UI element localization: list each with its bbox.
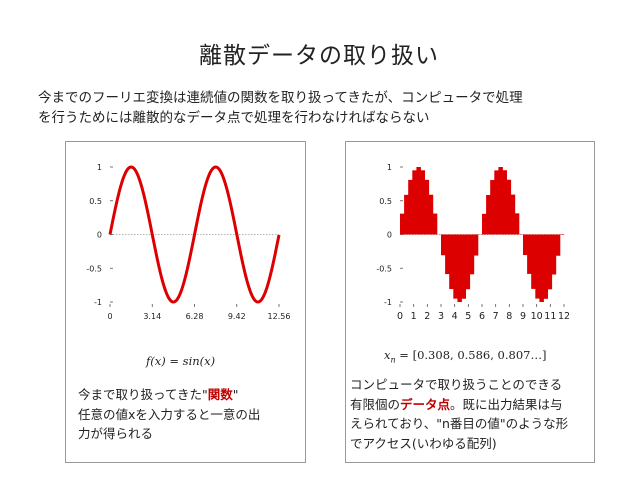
sample-bar [498,167,503,235]
sample-bar [514,213,520,235]
sample-bar [457,234,462,302]
y-tick-label: 0.5 [89,197,102,206]
sample-bar [551,234,557,275]
discrete-desc-text-b: 。既に出力結果は与 [450,396,563,412]
x-tick-label: 0 [107,312,112,321]
x-tick-label: 5 [465,311,471,322]
function-keyword: 関数 [207,387,233,402]
sample-bar [432,213,438,235]
sine-line-chart: 1 0.5 0 -0.5 -1 0 3.14 6.28 9.42 12.56 [86,163,291,321]
sample-bar [400,213,405,235]
sine-bar-chart: 10.50-0.5-10 1 2 3 4 5 6 7 8 9 10 11 12 [376,163,570,322]
sine-series-line [108,165,281,304]
sample-bar [510,194,516,235]
x-tick-label: 7 [493,311,499,322]
x-tick-label: 6 [479,311,485,322]
x-tick-label: 3.14 [143,312,161,321]
discrete-desc-line-3: えられており、"n番目の値"のような形 [350,416,569,431]
formula-variable: x [384,348,391,362]
continuous-function-panel: 1 0.5 0 -0.5 -1 0 3.14 6.28 9.42 12.56 f(x) = sin… [65,141,306,463]
x-tick-label: 9.42 [228,312,246,321]
formula-subscript: n [390,355,396,365]
x-tick-label: 0 [397,311,403,322]
sample-bar [453,234,458,299]
sample-bar [428,194,434,235]
sample-bar [531,234,536,289]
discrete-desc-text-a: 有限個の [350,396,401,412]
y-tick-label: -1 [94,298,102,307]
y-tick-label: 1 [97,163,102,172]
continuous-formula: f(x) = sin(x) [146,354,216,368]
discrete-data-panel: 1 0.5 0 -0.5 -1 0 1 2 3 4 5 6 7 8 9 10 11 12 xn = [0.308,… [345,141,595,463]
sample-bar [473,234,479,256]
sample-bar [547,234,553,290]
intro-text: 今までのフーリエ変換は連続値の関数を取り扱ってきたが、コンピュータで処理 を行う… [38,88,608,128]
discrete-description: コンピュータで取り扱うことのできる 有限個のデータ点。既に出力結果は与 えられて… [350,375,568,453]
y-tick-label: -0.5 [376,264,392,273]
sample-bar [490,180,495,235]
sample-bar [523,234,528,256]
sample-bar [445,234,450,275]
x-tick-label: 10 [531,311,543,322]
sample-bar [412,170,417,235]
sample-bar [449,234,454,290]
continuous-desc-line-3: 力が得られる [78,426,154,441]
sample-bar [486,195,491,235]
discrete-formula: xn = [0.308, 0.586, 0.807…] [384,348,546,364]
continuous-desc-line-1: 今まで取り扱ってきた"関数" [78,385,260,405]
x-tick-label: 9 [520,311,526,322]
intro-line-1: 今までのフーリエ変換は連続値の関数を取り扱ってきたが、コンピュータで処理 [38,90,523,106]
sample-bar [482,213,487,235]
continuous-description: 今まで取り扱ってきた"関数" 任意の値xを入力すると一意の出 力が得られる [78,385,260,444]
formula-values: = [0.308, 0.586, 0.807…] [395,348,547,362]
x-tick-label: 12 [558,311,570,322]
y-tick-label: 1 [387,163,392,172]
discrete-desc-line-2: 有限個のデータ点。既に出力結果は与 [350,395,568,415]
sample-bar [527,234,532,274]
sample-bar [555,234,561,256]
sample-bar [424,179,430,235]
x-tick-label: 11 [544,311,556,322]
sample-bar [416,167,421,235]
continuous-desc-text-a: 今まで取り扱ってきた" [78,387,208,402]
sample-bar [404,194,409,235]
x-tick-label: 4 [452,311,458,322]
sample-bar [420,170,425,235]
page-title: 離散データの取り扱い [199,43,439,69]
intro-line-2: を行うためには離散的なデータ点で処理を行わなければならない [38,110,430,126]
sample-bar [506,179,512,235]
y-tick-label: -1 [384,298,392,307]
sample-bar [441,234,446,256]
continuous-desc-line-2: 任意の値xを入力すると一意の出 [78,406,261,422]
discrete-desc-line-1: コンピュータで取り扱うことのできる [350,377,563,392]
y-tick-label: 0 [97,231,102,240]
y-tick-label: 0 [387,231,392,240]
x-tick-label: 3 [438,311,444,322]
sample-bar [539,234,544,302]
x-tick-label: 6.28 [186,312,204,321]
continuous-desc-text-b: " [232,387,239,402]
discrete-desc-line-4: でアクセス(いわゆる配列) [350,435,497,451]
sample-bar [469,234,475,275]
x-tick-label: 12.56 [268,312,291,321]
sample-bar [465,234,471,290]
sample-bar [494,170,499,235]
sample-bar [535,234,540,299]
sample-bar [543,234,548,299]
x-tick-label: 8 [506,311,512,322]
y-tick-label: 0.5 [379,197,392,206]
y-tick-label: -0.5 [86,264,102,273]
sample-bar [461,234,466,299]
sample-bar [502,170,507,235]
data-points-keyword: データ点 [400,396,451,412]
sample-bar [408,179,413,235]
x-tick-label: 1 [411,311,417,322]
x-tick-label: 2 [424,311,430,322]
